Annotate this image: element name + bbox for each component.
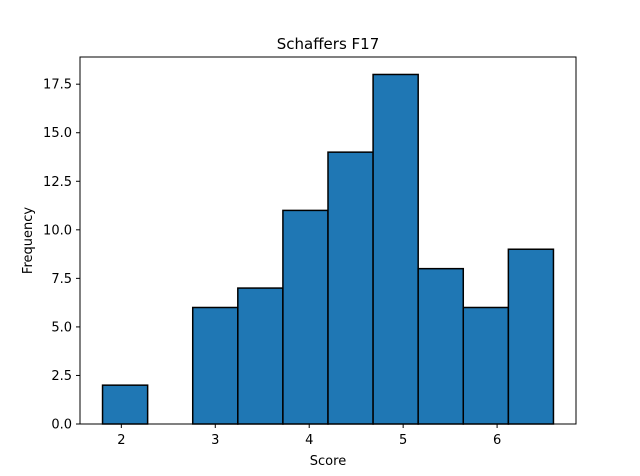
histogram-bar-4 <box>282 209 329 425</box>
histogram-bar-6 <box>372 73 419 425</box>
x-tick-label: 5 <box>399 433 407 448</box>
histogram-bar-0 <box>101 384 149 425</box>
y-axis: 0.0 2.5 5.0 7.5 10.0 12.5 15.0 17.5 <box>43 78 80 433</box>
histogram-bar-3 <box>237 287 284 425</box>
histogram-bar-7 <box>417 267 465 425</box>
histogram-bar-9 <box>507 248 555 425</box>
histogram-bar-2 <box>191 306 239 425</box>
x-axis-label: Score <box>310 454 346 469</box>
bars-group <box>101 73 555 425</box>
y-tick-label: 2.5 <box>51 369 72 384</box>
y-tick-label: 10.0 <box>43 223 72 238</box>
x-tick-label: 4 <box>305 433 313 448</box>
x-tick-label: 6 <box>493 433 501 448</box>
y-tick-label: 7.5 <box>51 272 72 287</box>
y-tick-label: 5.0 <box>51 320 72 335</box>
x-axis: 2 3 4 5 6 <box>117 424 501 448</box>
x-tick-label: 3 <box>211 433 219 448</box>
histogram-bar-5 <box>327 151 374 425</box>
x-tick-label: 2 <box>117 433 125 448</box>
histogram-bar-8 <box>462 306 510 425</box>
y-axis-label: Frequency <box>21 207 36 274</box>
y-tick-label: 0.0 <box>51 418 72 433</box>
y-tick-label: 17.5 <box>43 78 72 93</box>
y-tick-label: 15.0 <box>43 126 72 141</box>
chart-title: Schaffers F17 <box>277 35 380 53</box>
y-tick-label: 12.5 <box>43 175 72 190</box>
plot-frame <box>79 56 577 425</box>
